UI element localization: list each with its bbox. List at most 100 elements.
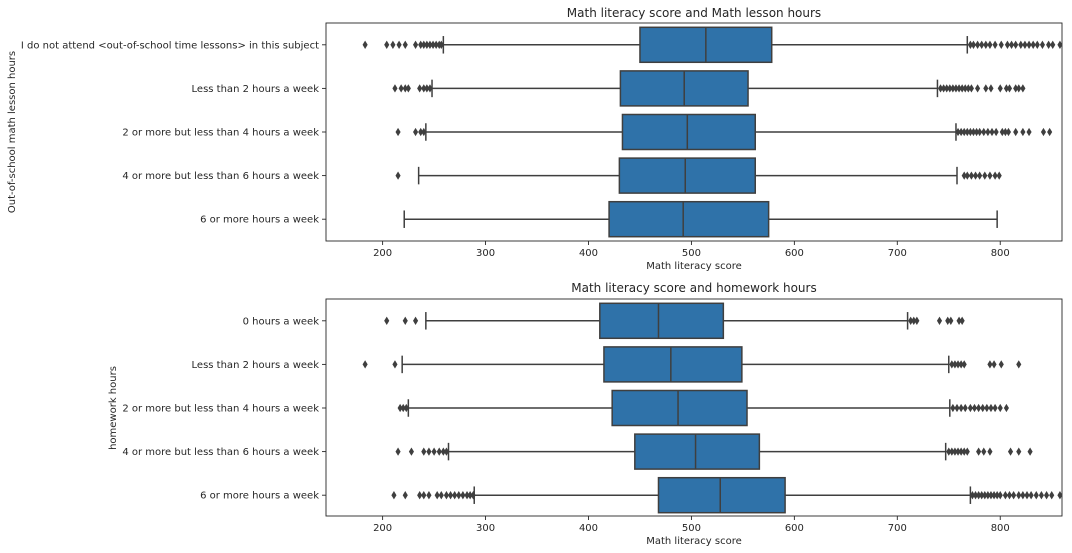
outlier-point	[969, 491, 976, 500]
outlier-point	[434, 491, 440, 500]
y-tick-label: 4 or more but less than 6 hours a week	[122, 447, 319, 458]
outlier-point	[992, 171, 998, 180]
outlier-point	[992, 40, 998, 49]
outlier-point	[424, 84, 430, 93]
outlier-point	[421, 127, 427, 137]
x-tick-label: 500	[682, 248, 701, 259]
outlier-point	[1016, 491, 1022, 500]
outlier-point	[1003, 84, 1009, 93]
outlier-point	[1057, 491, 1063, 500]
x-tick-label: 700	[888, 248, 907, 259]
outlier-point	[955, 127, 961, 137]
outlier-point	[418, 40, 424, 49]
outlier-point	[390, 40, 396, 49]
outlier-point	[977, 171, 983, 180]
outlier-point	[1026, 127, 1032, 137]
outlier-point	[412, 127, 419, 137]
outlier-point	[427, 84, 433, 93]
outlier-point	[982, 171, 988, 180]
outlier-point	[997, 84, 1003, 93]
outlier-point	[1002, 491, 1008, 500]
y-tick-label: 6 or more hours a week	[200, 215, 319, 226]
y-tick-label: 6 or more hours a week	[200, 491, 319, 502]
outlier-point	[988, 403, 994, 413]
y-tick-label: Less than 2 hours a week	[192, 360, 320, 371]
outlier-point	[452, 491, 458, 500]
y-tick-label: I do not attend <out-of-school time less…	[21, 40, 319, 51]
bottom-plot-area: 200 300 400 500 600 700 800 0 hours a week Less …	[122, 298, 1063, 534]
outlier-point	[947, 84, 953, 93]
outlier-point	[962, 403, 968, 413]
outlier-point	[987, 171, 993, 180]
outlier-point	[400, 403, 406, 413]
plot-top: Math literacy score and Math lesson hour…	[7, 6, 1063, 272]
outlier-point	[958, 447, 964, 456]
outlier-point	[1046, 40, 1052, 49]
outlier-point	[956, 84, 962, 93]
outlier-point	[991, 360, 997, 369]
outlier-point	[936, 316, 943, 325]
outlier-point	[384, 40, 390, 49]
outlier-point	[955, 360, 961, 369]
outlier-point	[981, 127, 987, 137]
outlier-point	[956, 316, 962, 325]
outlier-point	[1016, 84, 1022, 93]
outlier-point	[402, 316, 408, 325]
x-tick-label: 600	[785, 248, 804, 259]
outlier-point	[443, 491, 449, 500]
outlier-point	[952, 360, 958, 369]
outlier-point	[1022, 40, 1028, 49]
outlier-point	[987, 447, 993, 456]
outlier-point	[976, 403, 982, 413]
outlier-point	[384, 316, 390, 325]
outlier-point	[961, 447, 967, 456]
outlier-point	[958, 127, 964, 137]
box-1	[392, 70, 1026, 107]
outlier-point	[965, 84, 971, 93]
outlier-point	[999, 127, 1005, 137]
outlier-point	[447, 491, 454, 500]
outlier-point	[937, 84, 944, 93]
outlier-point	[421, 491, 427, 500]
outlier-point	[362, 360, 368, 369]
outlier-point	[1040, 127, 1047, 137]
outlier-point	[968, 84, 974, 93]
outlier-point	[1026, 40, 1032, 49]
outlier-point	[1006, 491, 1013, 500]
outlier-point	[981, 447, 987, 456]
x-tick-label: 800	[991, 523, 1010, 534]
box-4	[403, 200, 998, 238]
outlier-point	[1013, 40, 1019, 49]
box-2	[395, 113, 1053, 151]
outlier-point	[1024, 491, 1030, 500]
outlier-point	[977, 127, 983, 137]
outlier-point	[1011, 491, 1017, 500]
iqr-box	[621, 113, 756, 151]
outlier-point	[975, 84, 981, 93]
outlier-point	[970, 127, 977, 137]
outlier-point	[958, 403, 964, 413]
outlier-point	[993, 127, 999, 137]
outlier-point	[979, 40, 985, 49]
outlier-point	[954, 403, 960, 413]
outlier-point	[997, 491, 1003, 500]
outlier-point	[968, 171, 974, 180]
x-tick-label: 700	[888, 523, 907, 534]
outlier-point	[1018, 40, 1024, 49]
box-3	[395, 433, 1033, 470]
outlier-point	[1050, 40, 1056, 49]
y-tick-label: 4 or more but less than 6 hours a week	[122, 171, 319, 182]
outlier-point	[911, 316, 917, 325]
outlier-point	[395, 171, 401, 180]
outlier-point	[914, 316, 920, 325]
outlier-point	[967, 127, 973, 137]
outlier-point	[991, 491, 997, 500]
outlier-point	[998, 360, 1004, 369]
iqr-box	[611, 389, 748, 427]
outlier-point	[964, 171, 970, 180]
outlier-point	[392, 84, 398, 93]
outlier-point	[464, 491, 470, 500]
outlier-point	[971, 403, 978, 413]
outlier-point	[408, 447, 414, 456]
outlier-point	[421, 447, 427, 456]
